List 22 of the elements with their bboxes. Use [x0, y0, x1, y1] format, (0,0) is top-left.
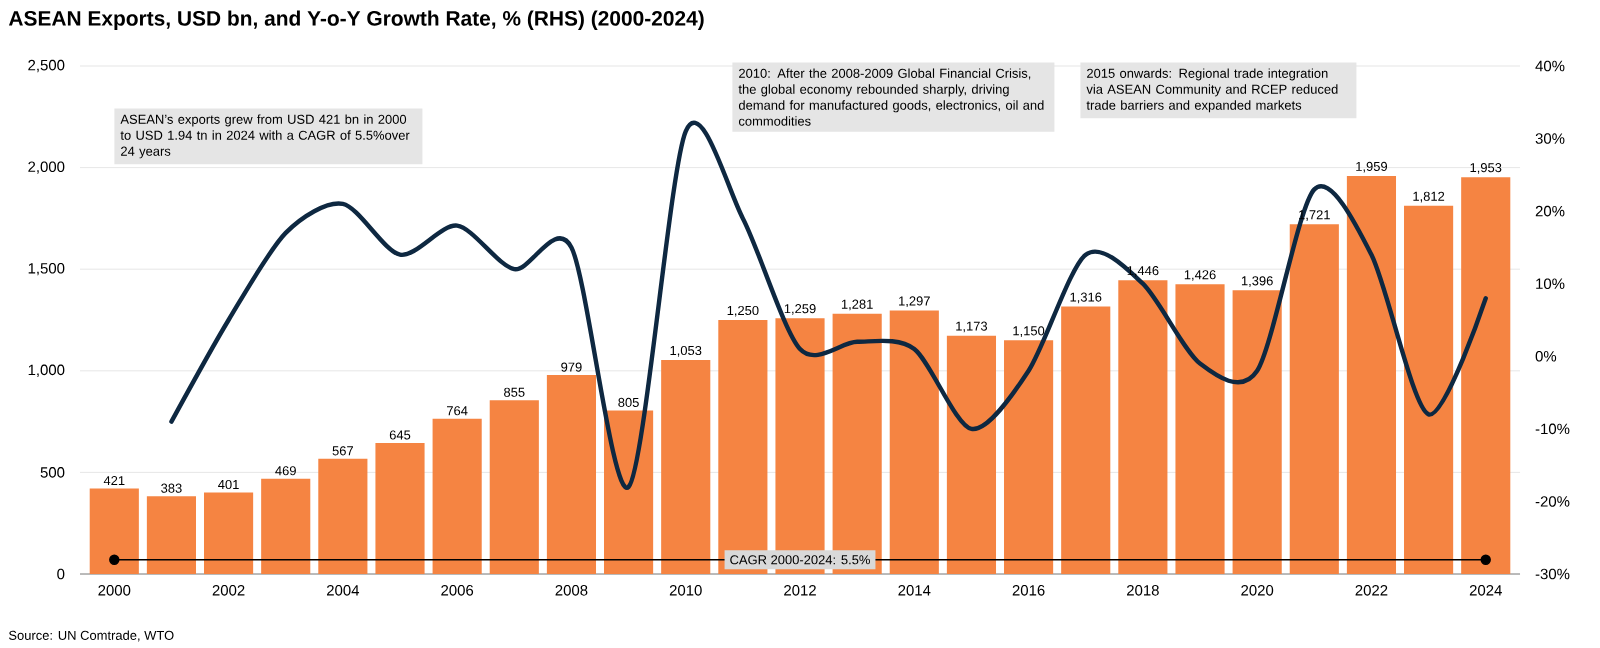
- bar: [375, 442, 425, 574]
- bar: [89, 488, 139, 574]
- bar: [1175, 284, 1225, 574]
- bar: [432, 418, 482, 574]
- bar: [1004, 340, 1054, 574]
- bar: [1346, 175, 1397, 574]
- bar: [261, 478, 311, 574]
- bar: [546, 375, 597, 574]
- bar: [1404, 205, 1454, 574]
- bar: [661, 360, 711, 574]
- bar: [1118, 280, 1168, 574]
- bar: [1061, 306, 1111, 574]
- bar: [889, 310, 939, 574]
- bar: [1232, 290, 1282, 574]
- bar: [1461, 177, 1511, 574]
- bar: [204, 492, 254, 574]
- bar: [146, 496, 196, 574]
- bar: [489, 400, 539, 574]
- bar: [1289, 224, 1339, 574]
- bar: [946, 335, 997, 574]
- chart-title: ASEAN Exports, USD bn, and Y-o-Y Growth Rate, % (RHS) (2000-2024): [8, 10, 704, 30]
- bar: [318, 458, 368, 574]
